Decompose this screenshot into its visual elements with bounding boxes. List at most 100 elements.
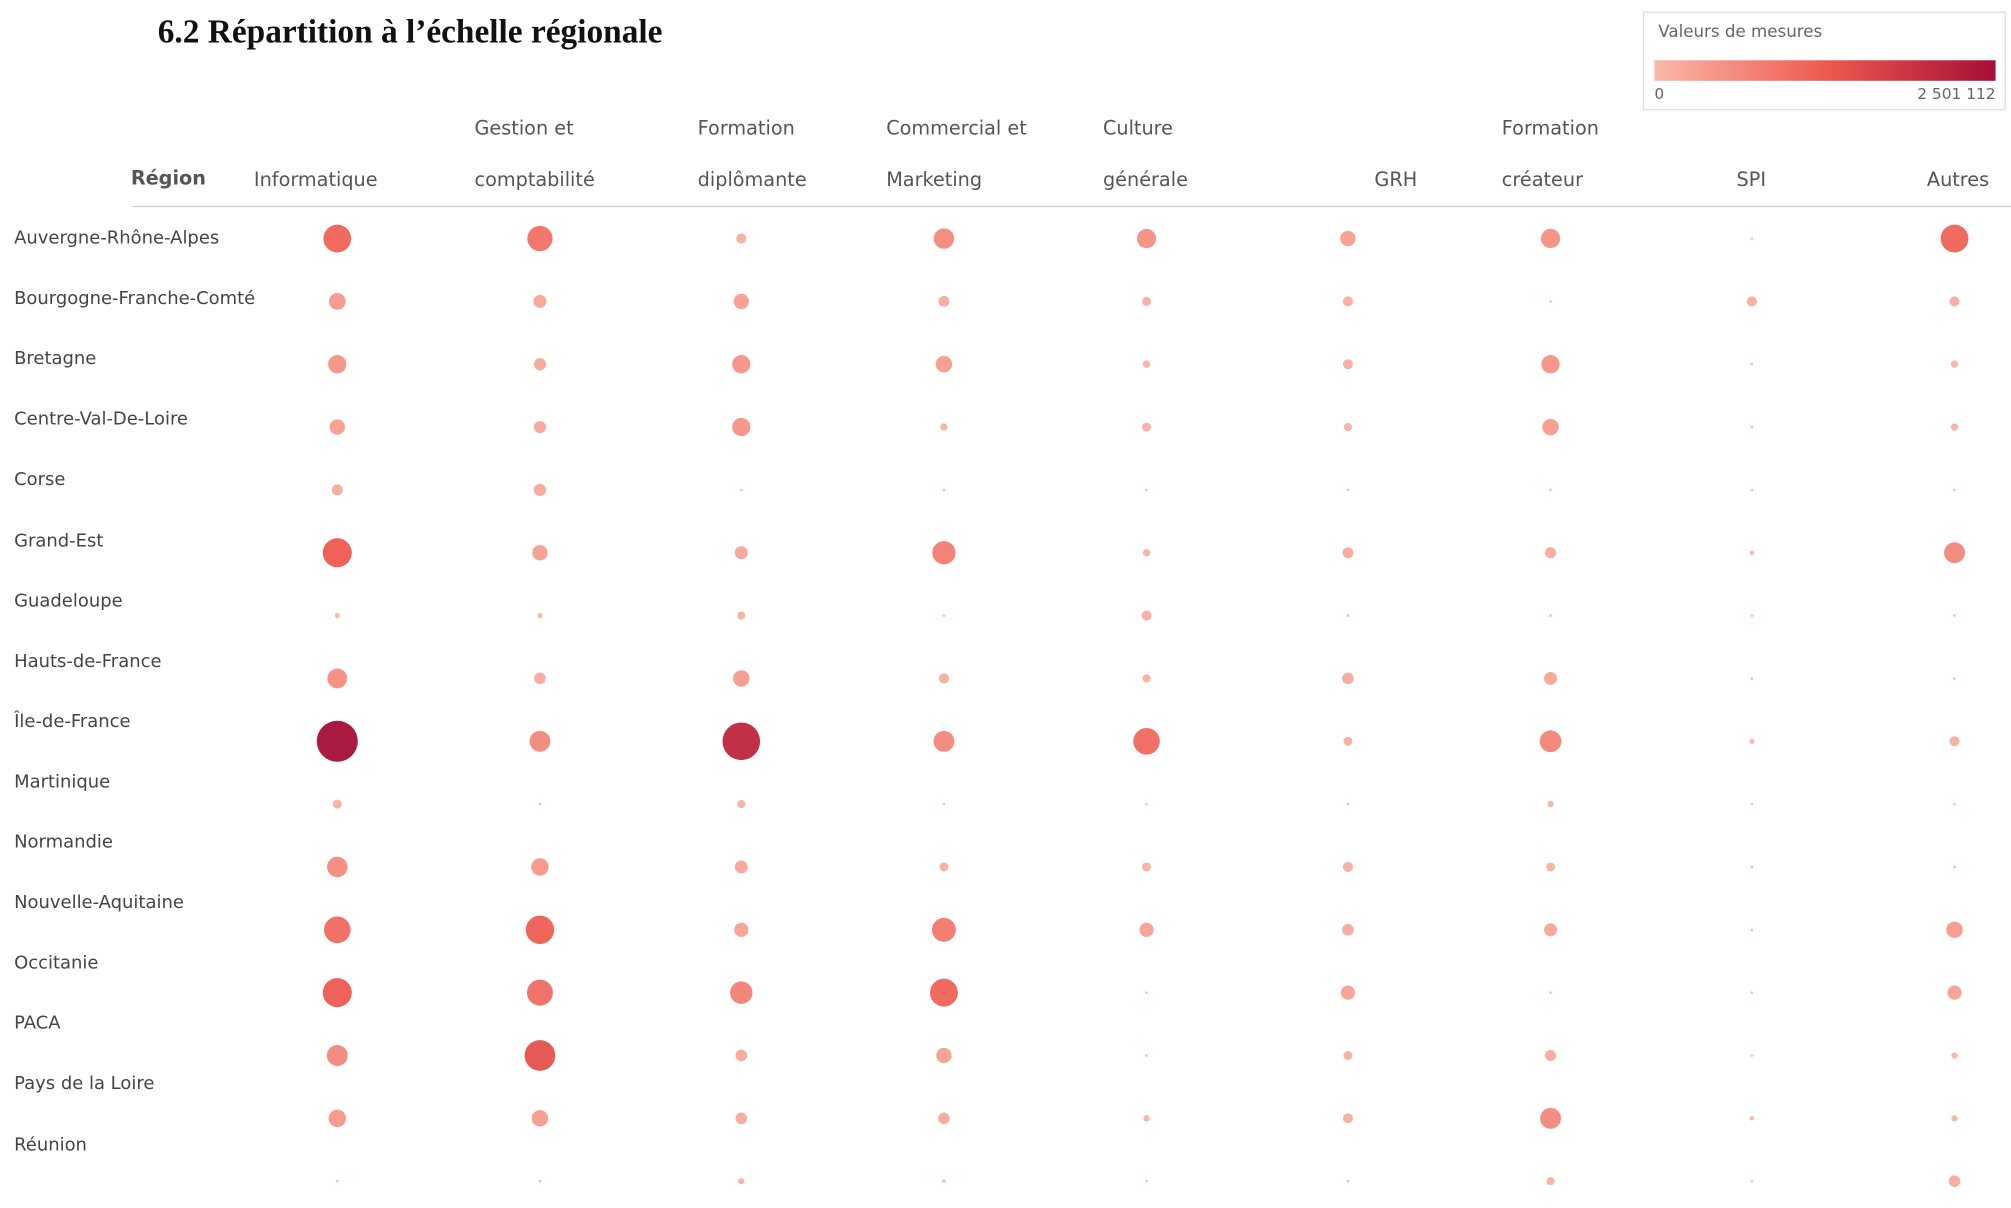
bubble [1542, 418, 1559, 436]
bubble [1749, 550, 1755, 556]
bubble [738, 1178, 745, 1185]
bubble [1342, 359, 1353, 370]
bubble [1143, 1115, 1150, 1122]
bubble [1750, 1054, 1754, 1057]
bubble [938, 673, 949, 684]
row-label: Île-de-France [14, 711, 131, 733]
bubble [524, 1040, 556, 1071]
bubble [722, 722, 761, 761]
column-header: Informatique [253, 168, 378, 192]
bubble [1545, 547, 1557, 559]
bubble [942, 614, 946, 617]
bubble [1136, 228, 1157, 249]
bubble [527, 225, 553, 252]
bubble [736, 233, 747, 244]
bubble [328, 292, 346, 310]
bubble [1953, 865, 1956, 869]
bubble [538, 802, 542, 806]
bubble [732, 417, 751, 437]
bubble [940, 423, 948, 431]
column-header: Culture générale [1102, 116, 1188, 192]
bubble [930, 978, 958, 1007]
bubble [1342, 672, 1354, 685]
bubble [329, 419, 345, 435]
bubble [1951, 1052, 1958, 1059]
row-label: Guadeloupe [14, 590, 123, 612]
bubble [1949, 296, 1960, 307]
bubble [1544, 923, 1558, 937]
bubble [942, 1179, 946, 1184]
bubble [1145, 488, 1148, 492]
bubble [1139, 922, 1154, 937]
bubble [1750, 991, 1754, 994]
bubble [322, 538, 352, 568]
legend-title: Valeurs de mesures [1658, 23, 1823, 43]
bubble [532, 545, 548, 561]
bubble [1545, 1049, 1557, 1062]
bubble [1342, 861, 1353, 872]
legend-max: 2 501 112 [1917, 84, 1996, 103]
bubble [323, 224, 352, 253]
bubble [737, 611, 746, 620]
bubble [1340, 230, 1356, 247]
column-header: Commercial et Marketing [886, 116, 1027, 192]
bubble [335, 1179, 339, 1183]
bubble [1541, 355, 1560, 374]
bubble [1342, 296, 1353, 307]
bubble [1546, 862, 1556, 872]
row-label: Occitanie [14, 953, 99, 974]
bubble [334, 613, 340, 619]
bubble [322, 978, 352, 1008]
bubble [942, 802, 946, 806]
bubble [1750, 865, 1754, 869]
bubble [1549, 614, 1552, 617]
bubble [1940, 224, 1969, 253]
bubble [1343, 736, 1353, 746]
bubble [1746, 296, 1757, 307]
bubble [327, 668, 348, 689]
column-header: Gestion et comptabilité [474, 116, 595, 192]
bubble [1343, 1051, 1353, 1060]
bubble [1750, 614, 1754, 617]
bubble [533, 294, 547, 308]
bubble [933, 228, 955, 249]
bubble [1346, 802, 1350, 806]
chart-title: 6.2 Répartition à l’échelle régionale [157, 12, 663, 51]
row-label: Normandie [14, 832, 113, 853]
bubble [935, 356, 953, 373]
bubble [1549, 300, 1552, 303]
bubble [1750, 425, 1754, 429]
row-label: Bretagne [14, 349, 97, 370]
bubble [1750, 1179, 1754, 1183]
bubble [327, 856, 348, 878]
row-label: Auvergne-Rhône-Alpes [14, 228, 220, 249]
bubble [1546, 1177, 1555, 1186]
bubble [531, 1110, 549, 1127]
bubble [1549, 991, 1552, 994]
column-header: SPI [1736, 168, 1767, 192]
bubble [1340, 985, 1356, 1000]
bubble [1342, 1113, 1353, 1124]
bubble [1145, 1179, 1148, 1183]
bubble [1145, 991, 1148, 994]
bubble [1145, 802, 1148, 806]
bubble [1946, 921, 1963, 939]
bubble [1950, 360, 1959, 368]
bubble [1142, 296, 1152, 306]
bubble [1948, 1175, 1961, 1187]
row-label: Réunion [14, 1134, 87, 1155]
bubble [936, 1047, 952, 1064]
bubble [931, 917, 956, 942]
bubble [733, 670, 750, 687]
bubble [1749, 738, 1755, 744]
bubble [1342, 924, 1354, 936]
row-label: Centre-Val-De-Loire [14, 409, 188, 431]
bubble [735, 1112, 748, 1125]
bubble [1145, 1054, 1148, 1057]
bubble [1947, 985, 1962, 1000]
bubble [1949, 736, 1960, 747]
column-header: Autres [1926, 168, 1990, 192]
row-label: PACA [14, 1013, 61, 1035]
bubble [1544, 671, 1558, 685]
